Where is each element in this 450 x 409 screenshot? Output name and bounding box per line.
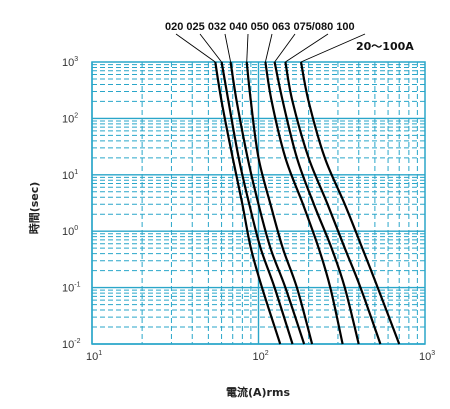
- curve-025: [220, 61, 294, 345]
- grid: [91, 62, 425, 345]
- x-tick-labels: 101 102 103: [86, 350, 435, 363]
- curve-063: [273, 61, 360, 345]
- series-labels: 020 025 032 040 050 063 075/080 100: [165, 21, 355, 33]
- leader-line-032: [224, 33, 232, 63]
- x-axis-title: 電流(A)rms: [226, 385, 290, 399]
- current-range-label: 20～100A: [356, 40, 414, 53]
- y-tick-labels: 10-2 10-1 100 101 102 103: [62, 56, 81, 351]
- y-axis-title: 時間(sec): [27, 182, 41, 235]
- leader-line-063: [274, 33, 296, 63]
- y-tick-label: 10-1: [62, 282, 81, 295]
- curve-020: [214, 61, 282, 345]
- y-tick-label: 10-2: [62, 338, 81, 351]
- leader-line-075-080: [285, 33, 329, 63]
- leader-line-050: [264, 33, 273, 63]
- curve-075-080: [284, 61, 382, 345]
- y-tick-label: 100: [62, 225, 78, 238]
- leader-line-020: [175, 33, 216, 63]
- x-tick-label: 101: [86, 350, 102, 363]
- y-tick-label: 103: [62, 56, 78, 69]
- x-tick-label: 102: [253, 350, 269, 363]
- curve-100: [299, 61, 401, 345]
- plot-frame: [91, 61, 426, 345]
- curves: [214, 61, 401, 345]
- leader-line-025: [199, 33, 222, 63]
- leader-line-040: [246, 33, 249, 63]
- curve-032: [229, 61, 306, 345]
- label-leader-lines: [175, 33, 366, 63]
- curve-050: [264, 61, 344, 345]
- leader-line-100: [300, 33, 366, 63]
- curve-040: [245, 61, 314, 345]
- y-tick-label: 101: [62, 169, 78, 182]
- y-tick-label: 102: [62, 112, 78, 125]
- x-tick-label: 103: [419, 350, 435, 363]
